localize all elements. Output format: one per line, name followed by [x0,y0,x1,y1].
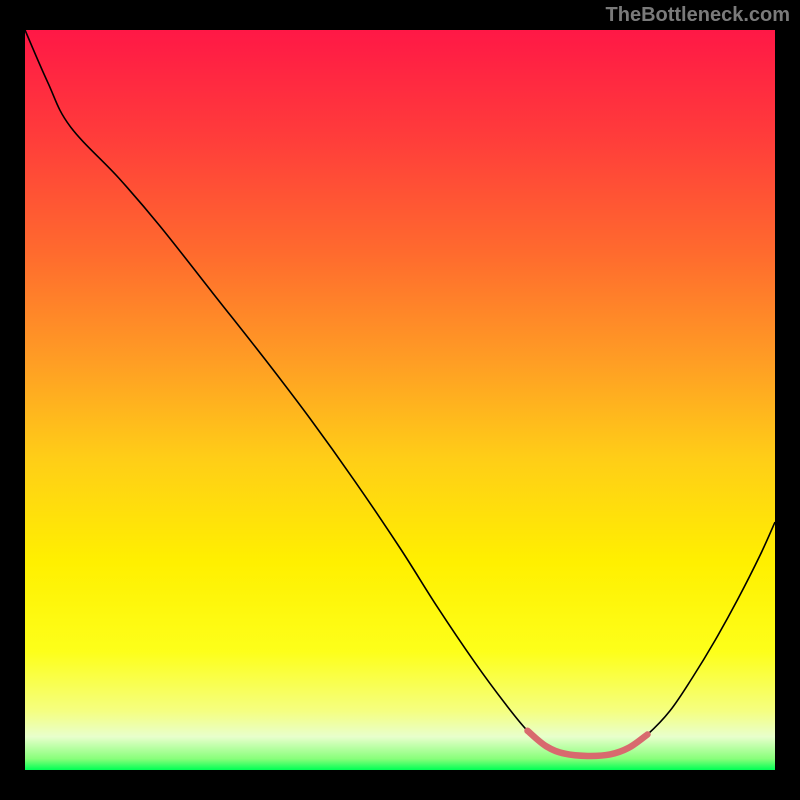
watermark-text: TheBottleneck.com [606,4,790,27]
bottleneck-chart [0,0,800,800]
chart-container: TheBottleneck.com [0,0,800,800]
plot-background [25,30,775,770]
